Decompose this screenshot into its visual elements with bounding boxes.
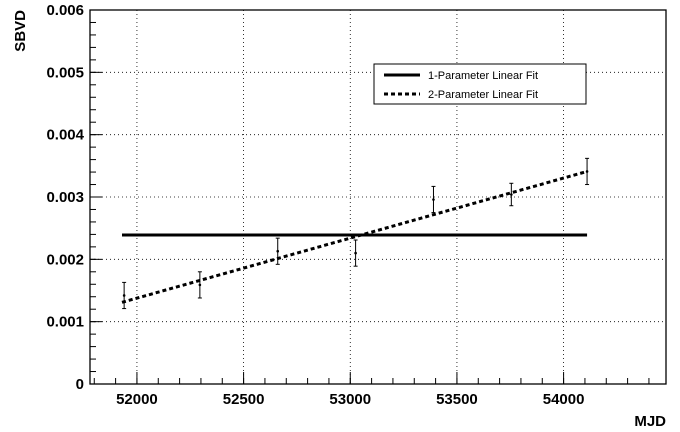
data-point — [122, 294, 126, 297]
x-tick-label: 53000 — [329, 391, 371, 408]
data-point — [276, 249, 280, 253]
y-tick-label: 0 — [76, 376, 84, 393]
legend-box — [373, 63, 587, 105]
x-axis-label: MJD — [634, 413, 666, 430]
fit-line-2param — [121, 169, 588, 304]
y-tick-label: 0.003 — [46, 189, 84, 206]
y-axis-label: SBVD — [12, 10, 29, 52]
data-point — [510, 193, 513, 196]
data-point — [354, 251, 357, 255]
data-point — [198, 283, 202, 287]
x-tick-label: 52500 — [223, 391, 265, 408]
y-tick-label: 0.002 — [46, 251, 84, 268]
legend-label-1param: 1-Parameter Linear Fit — [428, 70, 538, 82]
x-tick-label: 54000 — [543, 391, 585, 408]
legend-label-2param: 2-Parameter Linear Fit — [428, 89, 538, 101]
legend: 1-Parameter Linear Fit 2-Parameter Linea… — [373, 63, 587, 105]
y-tick-label: 0.005 — [46, 64, 84, 81]
y-tick-label: 0.004 — [46, 127, 84, 144]
y-tick-label: 0.006 — [46, 2, 84, 19]
x-tick-label: 53500 — [436, 391, 478, 408]
data-point — [432, 198, 435, 201]
x-tick-label: 52000 — [116, 391, 158, 408]
y-tick-label: 0.001 — [46, 314, 84, 331]
